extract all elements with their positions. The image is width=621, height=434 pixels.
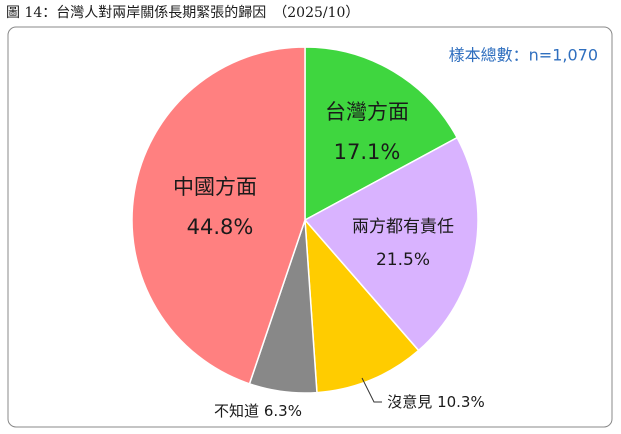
pie-slice <box>304 217 420 394</box>
chart-frame <box>7 26 613 428</box>
slice-label: 不知道 <box>214 402 259 420</box>
slice-label-group: 沒意見 10.3% <box>387 393 484 411</box>
slice-label-group: 不知道 6.3% <box>214 402 302 420</box>
slice-label: 台灣方面 <box>325 100 409 124</box>
sample-size: 樣本總數：n=1,070 <box>449 46 598 65</box>
leader-line <box>361 377 382 403</box>
chart-title: 圖 14：台灣人對兩岸關係長期緊張的歸因 （2025/10） <box>6 4 359 21</box>
pie-slice <box>303 136 479 352</box>
pie-slice <box>304 46 459 222</box>
slice-label: 兩方都有責任 <box>352 217 454 237</box>
value-label: 44.8% <box>187 215 254 239</box>
slice-label: 沒意見 <box>387 393 432 411</box>
slice-label: 中國方面 <box>173 175 257 199</box>
value-label: 21.5% <box>376 250 430 270</box>
value-label: 10.3% <box>437 393 485 411</box>
value-label: 6.3% <box>264 402 302 420</box>
pie-slice <box>131 46 306 385</box>
value-label: 17.1% <box>334 140 401 164</box>
